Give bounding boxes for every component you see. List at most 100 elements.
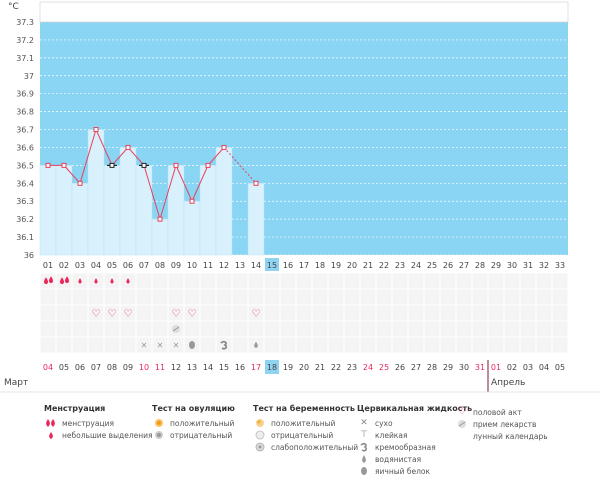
y-tick-label: 37 xyxy=(24,72,34,81)
icon-grid-cell xyxy=(520,289,536,305)
icon-grid-cell xyxy=(104,337,120,353)
icon-grid-cell xyxy=(488,321,504,337)
icon-grid-cell xyxy=(312,289,328,305)
temperature-point xyxy=(253,180,259,186)
icon-grid-cell xyxy=(440,321,456,337)
calendar-date-label: 04 xyxy=(539,363,549,372)
icon-grid-cell xyxy=(136,321,152,337)
temperature-point xyxy=(141,162,147,168)
icon-grid-cell xyxy=(168,337,184,353)
icon-grid-cell xyxy=(488,273,504,289)
icon-grid-cell xyxy=(248,321,264,337)
y-tick-label: 36.8 xyxy=(16,108,34,117)
icon-grid-cell xyxy=(344,289,360,305)
icon-grid-cell xyxy=(456,321,472,337)
calendar-date-label: 07 xyxy=(91,363,101,372)
icon-grid-cell xyxy=(200,321,216,337)
icon-grid-cell xyxy=(232,337,248,353)
cycle-day-label: 08 xyxy=(155,261,165,270)
icon-grid-cell xyxy=(536,289,552,305)
icon-grid-cell xyxy=(408,305,424,321)
light-discharge-icon xyxy=(78,278,82,284)
cycle-day-label: 17 xyxy=(299,261,309,270)
heart-icon: ♡ xyxy=(92,309,101,320)
icon-grid-cell xyxy=(88,305,104,321)
icon-grid-cell xyxy=(504,289,520,305)
cycle-day-label: 29 xyxy=(491,261,501,270)
calendar-date-label: 16 xyxy=(235,363,245,372)
temperature-point xyxy=(157,216,163,222)
icon-grid-cell xyxy=(296,305,312,321)
calendar-date-label: 25 xyxy=(379,363,389,372)
icon-grid-cell xyxy=(72,289,88,305)
calendar-date-label: 02 xyxy=(507,363,517,372)
y-tick-label: 36.2 xyxy=(16,215,34,224)
icon-grid-cell xyxy=(552,305,568,321)
icon-grid-cell xyxy=(472,273,488,289)
bbt-chart: 37.3 37.2 37.1 37 36.9 36.8 36.7 36.6 36.5 36.4 36… xyxy=(0,1,600,393)
temperature-point xyxy=(125,144,131,150)
icon-grid-cell xyxy=(408,289,424,305)
temperature-bar xyxy=(247,183,265,256)
icon-grid-cell xyxy=(536,273,552,289)
cycle-day-label: 26 xyxy=(443,261,453,270)
cycle-day-label: 16 xyxy=(283,261,293,270)
icon-grid-cell xyxy=(72,337,88,353)
icon-grid-cell xyxy=(232,321,248,337)
legend-cervical-fluid: Цервикальная жидкость ✕ сухо ⊤ клейкая кре… xyxy=(357,404,472,477)
ovulation-negative-icon xyxy=(152,430,166,440)
legend-item: слабоположительный xyxy=(271,442,359,452)
icon-grid-cell xyxy=(376,273,392,289)
temperature-line-segment xyxy=(95,129,113,166)
icon-grid-cell xyxy=(264,273,280,289)
calendar-date-label: 04 xyxy=(43,363,53,372)
cycle-day-label: 03 xyxy=(75,261,85,270)
icon-grid-cell xyxy=(152,305,168,321)
icon-grid-cell xyxy=(456,273,472,289)
calendar-date-label: 10 xyxy=(139,363,149,372)
temperature-bar xyxy=(119,147,137,256)
icon-grid-cell xyxy=(424,321,440,337)
icon-grid-cell xyxy=(312,337,328,353)
calendar-date-label: 05 xyxy=(59,363,69,372)
temperature-point xyxy=(221,144,227,150)
icon-grid-cell xyxy=(168,289,184,305)
calendar-date-label: 20 xyxy=(299,363,309,372)
temperature-bar xyxy=(135,165,153,256)
icon-grid-cell xyxy=(56,321,72,337)
cycle-day-label: 13 xyxy=(235,261,245,270)
icon-grid-cell xyxy=(504,337,520,353)
icon-grid-cell xyxy=(296,289,312,305)
icon-grid-cell xyxy=(472,305,488,321)
icon-grid-cell xyxy=(296,273,312,289)
cycle-day-label: 31 xyxy=(523,261,533,270)
icon-grid-cell xyxy=(72,321,88,337)
icon-grid-cell xyxy=(216,289,232,305)
current-day-box xyxy=(265,258,279,271)
icon-grid-cell xyxy=(40,289,56,305)
icon-grid-cell xyxy=(184,305,200,321)
cycle-day-label: 18 xyxy=(315,261,325,270)
month-label-march: Март xyxy=(4,378,29,388)
cycle-day-label: 14 xyxy=(251,261,261,270)
icon-grid-cell xyxy=(40,337,56,353)
icon-grid-cell xyxy=(56,305,72,321)
icon-grid-cell xyxy=(408,337,424,353)
icon-grid-cell xyxy=(184,321,200,337)
icon-grid-cell xyxy=(216,321,232,337)
icon-grid-cell xyxy=(344,273,360,289)
icon-grid-cell xyxy=(360,321,376,337)
legend-other: ♡ половой акт прием лекарств лунный кален… xyxy=(455,404,548,442)
temperature-point xyxy=(189,198,195,204)
heart-icon: ♡ xyxy=(124,309,133,320)
icon-grid-cell xyxy=(136,289,152,305)
calendar-date-label: 26 xyxy=(395,363,405,372)
light-discharge-icon xyxy=(94,278,98,284)
calendar-date-label: 13 xyxy=(187,363,197,372)
y-tick-label: 36.5 xyxy=(16,161,34,170)
icon-grid-cell xyxy=(360,337,376,353)
icon-grid-cell xyxy=(200,273,216,289)
calendar-date-label: 15 xyxy=(219,363,229,372)
icon-grid-cell xyxy=(120,289,136,305)
icon-grid-cell xyxy=(72,305,88,321)
